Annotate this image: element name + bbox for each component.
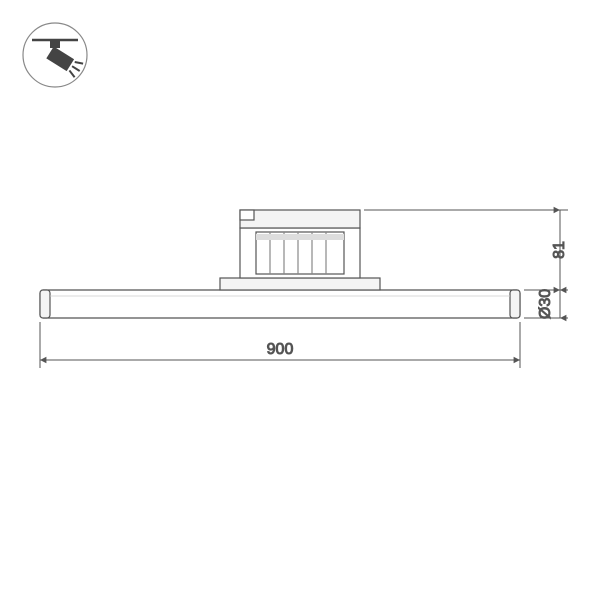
dimension-diameter: Ø30 <box>524 289 568 319</box>
dimension-width: 900 <box>40 322 520 368</box>
track-connector <box>220 210 380 290</box>
dimension-height: 81 <box>364 210 568 290</box>
dimension-diameter-label: Ø30 <box>537 289 554 319</box>
track-light-icon <box>23 23 87 87</box>
dimension-width-label: 900 <box>267 341 294 358</box>
drawing-canvas: 900 81 Ø30 <box>0 0 600 600</box>
luminaire-tube <box>40 290 520 318</box>
dimension-height-label: 81 <box>551 241 568 259</box>
